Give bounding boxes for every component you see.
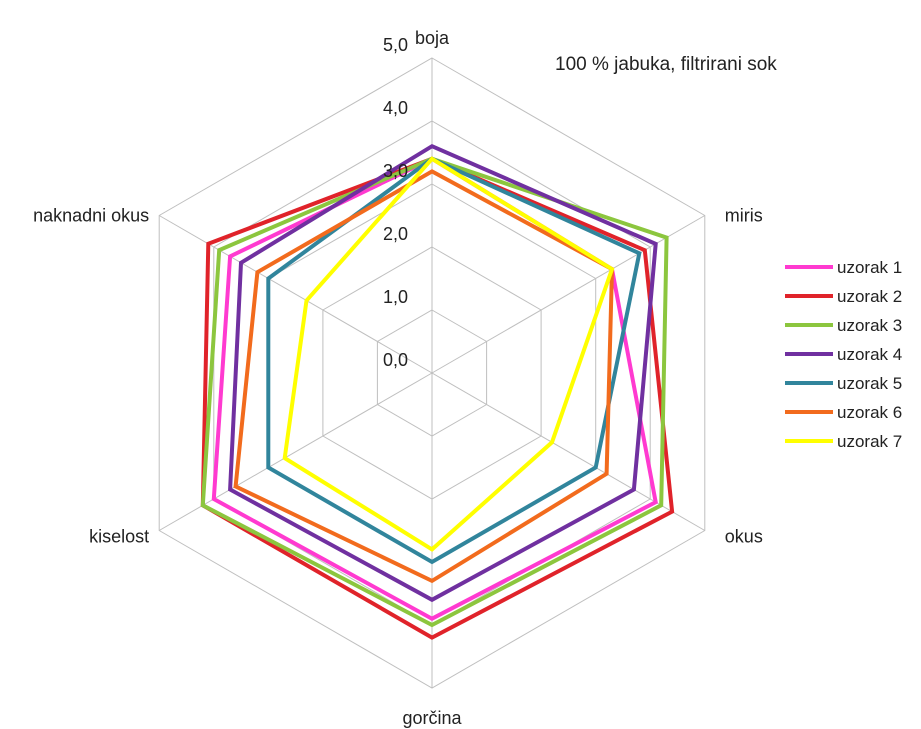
axis-label: naknadni okus [33, 206, 149, 226]
chart-title: 100 % jabuka, filtrirani sok [555, 54, 777, 75]
tick-label: 1,0 [383, 287, 408, 307]
series-line-3 [200, 156, 669, 628]
tick-label: 0,0 [383, 350, 408, 370]
axis-label: miris [725, 206, 763, 226]
tick-label: 3,0 [383, 161, 408, 181]
series-line-5 [266, 156, 642, 565]
axis-label: boja [415, 28, 450, 48]
legend-label: uzorak 3 [837, 316, 902, 335]
legend-item: uzorak 7 [785, 432, 902, 451]
legend-item: uzorak 2 [785, 287, 902, 306]
series-line-2 [200, 156, 675, 640]
tick-label: 4,0 [383, 98, 408, 118]
series-line-7 [282, 156, 615, 552]
legend-label: uzorak 7 [837, 432, 902, 451]
legend-item: uzorak 3 [785, 316, 902, 335]
legend-item: uzorak 1 [785, 258, 902, 277]
legend: uzorak 1 uzorak 2 uzorak 3 uzorak 4 uzorak 5… [785, 258, 902, 451]
radar-spokes [158, 58, 706, 688]
axis-labels: boja miris okus gorčina kiselost naknadni oku… [33, 28, 763, 728]
radar-series [200, 143, 675, 640]
legend-label: uzorak 1 [837, 258, 902, 277]
spoke-4 [158, 372, 433, 531]
legend-label: uzorak 6 [837, 403, 902, 422]
legend-label: uzorak 5 [837, 374, 902, 393]
legend-item: uzorak 6 [785, 403, 902, 422]
spoke-5 [158, 215, 433, 374]
tick-label: 5,0 [383, 35, 408, 55]
legend-item: uzorak 4 [785, 345, 902, 364]
legend-item: uzorak 5 [785, 374, 902, 393]
tick-label: 2,0 [383, 224, 408, 244]
spoke-1 [431, 215, 706, 374]
radial-tick-labels: 0,0 1,0 2,0 3,0 4,0 5,0 [383, 35, 408, 370]
axis-label: gorčina [402, 708, 462, 728]
axis-label: kiselost [89, 527, 149, 547]
legend-label: uzorak 4 [837, 345, 902, 364]
series-line-4 [228, 143, 658, 603]
axis-label: okus [725, 527, 763, 547]
legend-label: uzorak 2 [837, 287, 902, 306]
